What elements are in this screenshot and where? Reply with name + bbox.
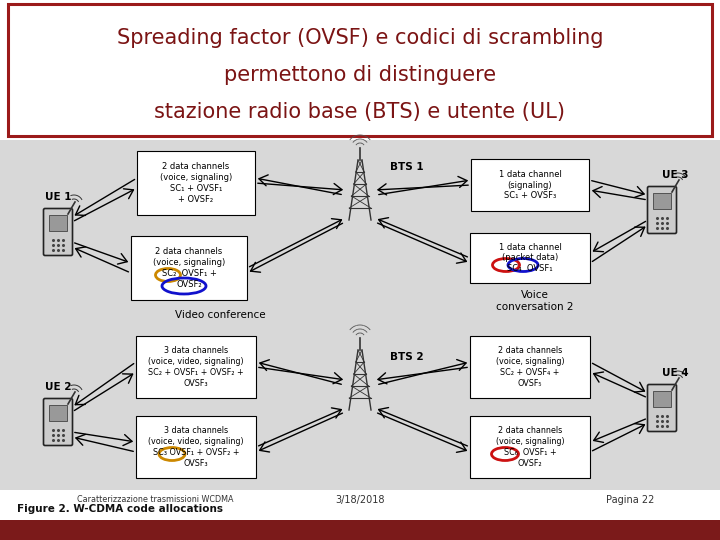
Text: Spreading factor (OVSF) e codici di scrambling: Spreading factor (OVSF) e codici di scra… (117, 28, 603, 48)
Text: UE 1: UE 1 (45, 192, 71, 202)
Text: 3 data channels
(voice, video, signaling)
SC₂ + OVSF₁ + OVSF₂ +
OVSF₃: 3 data channels (voice, video, signaling… (148, 346, 244, 388)
Text: 2 data channels
(voice, signaling)
SC₂ + OVSF₄ +
OVSF₅: 2 data channels (voice, signaling) SC₂ +… (495, 346, 564, 388)
Bar (0, 520, 720, 540)
Bar (653, 193, 671, 209)
Bar (470, 233, 590, 283)
Text: 2 data channels
(voice, signaling)
SC₂  OVSF₁ +
OVSF₂: 2 data channels (voice, signaling) SC₂ O… (153, 247, 225, 288)
Text: 3/18/2018: 3/18/2018 (336, 495, 384, 505)
Bar (470, 416, 590, 478)
Bar (0, 490, 720, 520)
Text: 2 data channels
(voice, signaling)
SC₁ + OVSF₁
+ OVSF₂: 2 data channels (voice, signaling) SC₁ +… (160, 163, 232, 204)
Text: 2 data channels
(voice, signaling)
SC₆  OVSF₁ +
OVSF₂: 2 data channels (voice, signaling) SC₆ O… (495, 427, 564, 468)
Bar (470, 336, 590, 398)
Text: BTS 1: BTS 1 (390, 162, 423, 172)
Text: Video conference: Video conference (175, 310, 265, 320)
Bar (136, 416, 256, 478)
Text: UE 2: UE 2 (45, 382, 71, 392)
FancyBboxPatch shape (647, 186, 677, 233)
FancyBboxPatch shape (647, 384, 677, 431)
Bar (471, 159, 589, 211)
Text: Voice
conversation 2: Voice conversation 2 (496, 291, 574, 312)
Bar (137, 151, 255, 215)
Bar (653, 391, 671, 407)
Text: 1 data channel
(packet data)
SC₄  OVSF₁: 1 data channel (packet data) SC₄ OVSF₁ (498, 243, 562, 273)
Text: 3 data channels
(voice, video, signaling)
SC₃ OVSF₁ + OVSF₂ +
OVSF₃: 3 data channels (voice, video, signaling… (148, 427, 244, 468)
Text: Pagina 22: Pagina 22 (606, 495, 654, 505)
Bar (131, 236, 247, 300)
Bar (136, 336, 256, 398)
Text: stazione radio base (BTS) e utente (UL): stazione radio base (BTS) e utente (UL) (155, 102, 565, 122)
Text: permettono di distinguere: permettono di distinguere (224, 65, 496, 85)
Bar (8, 4, 712, 136)
Text: 1 data channel
(signaling)
SC₁ + OVSF₃: 1 data channel (signaling) SC₁ + OVSF₃ (498, 170, 562, 200)
Text: UE 4: UE 4 (662, 368, 688, 378)
Text: UE 3: UE 3 (662, 170, 688, 180)
FancyBboxPatch shape (43, 208, 73, 255)
Text: Caratterizzazione trasmissioni WCDMA: Caratterizzazione trasmissioni WCDMA (77, 495, 233, 504)
Bar (49, 215, 67, 231)
Text: BTS 2: BTS 2 (390, 352, 423, 362)
Text: Figure 2. W-CDMA code allocations: Figure 2. W-CDMA code allocations (17, 504, 223, 514)
FancyBboxPatch shape (43, 399, 73, 445)
Bar (0, 140, 720, 490)
Bar (49, 405, 67, 421)
